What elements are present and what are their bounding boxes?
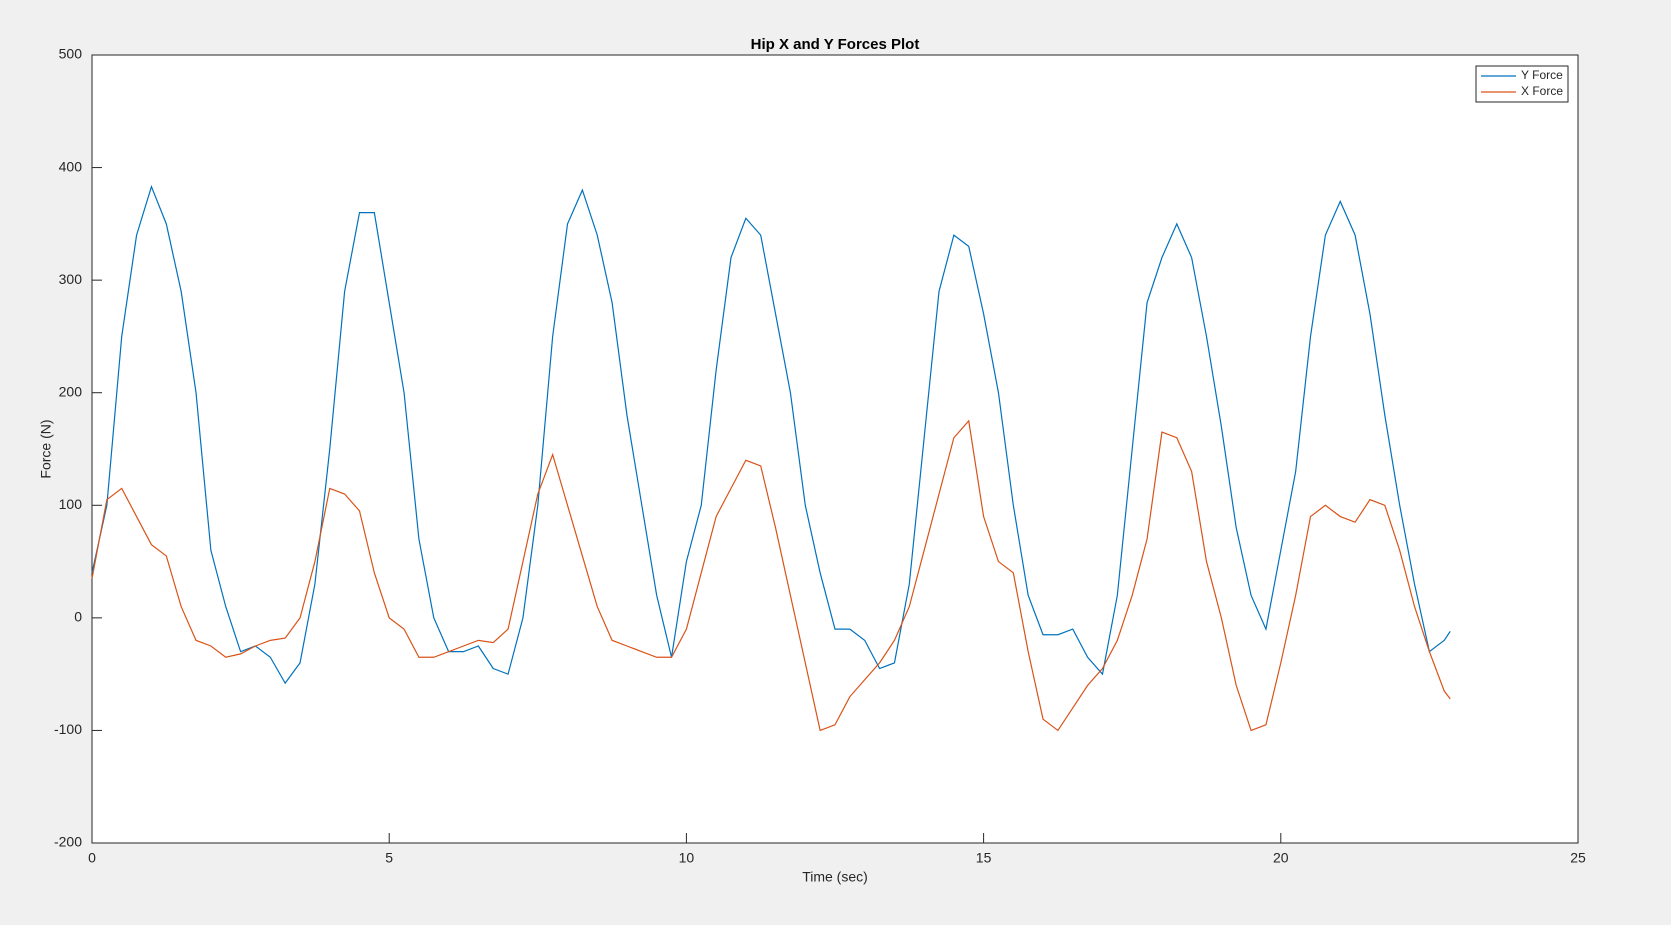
line-series <box>91 419 1451 732</box>
x-tick-label: 25 <box>1570 850 1586 866</box>
y-tick-label: 100 <box>59 496 83 512</box>
y-tick-label: 200 <box>59 383 83 399</box>
legend-label: X Force <box>1521 84 1563 98</box>
y-tick-label: 300 <box>59 271 83 287</box>
x-axis-label: Time (sec) <box>802 869 868 885</box>
y-tick-label: 500 <box>59 46 83 62</box>
x-tick-label: 0 <box>88 850 96 866</box>
y-axis-label: Force (N) <box>38 419 54 478</box>
legend-label: Y Force <box>1521 68 1563 82</box>
legend-box <box>1475 65 1569 103</box>
y-tick-label: 400 <box>59 158 83 174</box>
x-tick-label: 20 <box>1273 850 1289 866</box>
chart-title: Hip X and Y Forces Plot <box>751 36 920 53</box>
plot-area <box>91 54 1579 844</box>
y-tick-label: -200 <box>54 834 82 850</box>
y-tick-label: 0 <box>74 609 82 625</box>
x-tick-label: 15 <box>976 850 992 866</box>
x-tick-label: 10 <box>679 850 695 866</box>
y-tick-label: -100 <box>54 721 82 737</box>
x-tick-label: 5 <box>385 850 393 866</box>
